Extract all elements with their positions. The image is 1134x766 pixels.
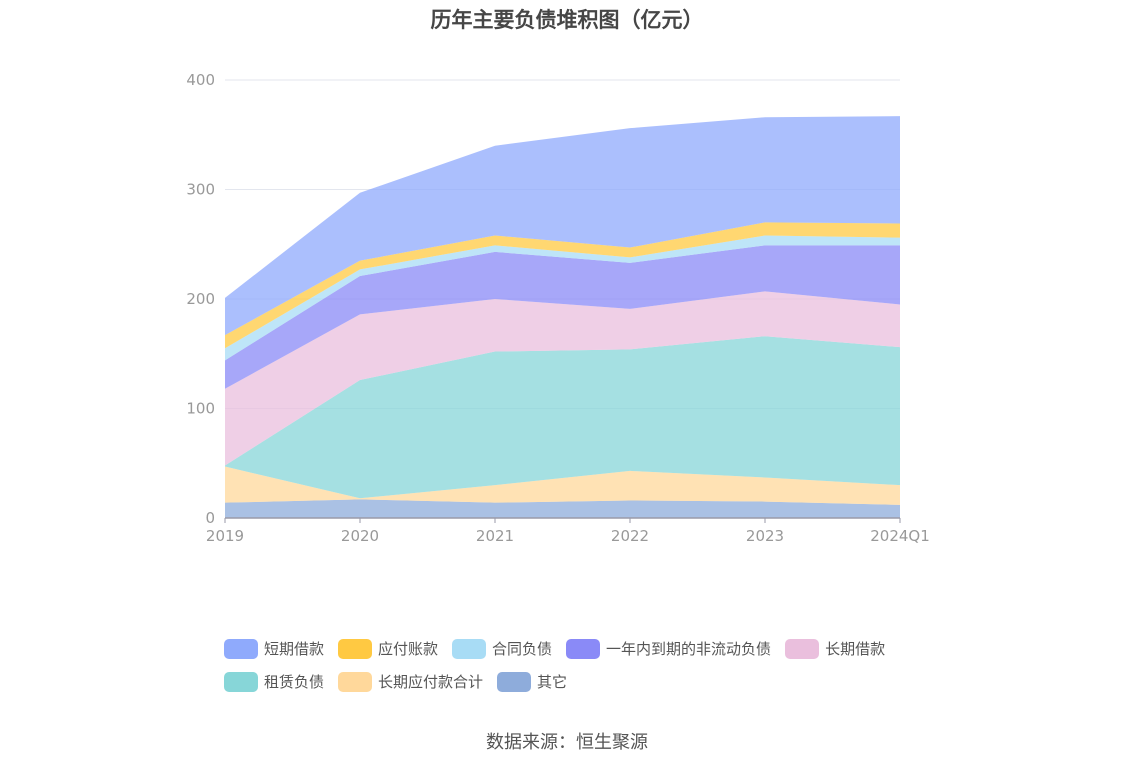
legend-label: 长期应付款合计	[378, 673, 484, 691]
legend-label: 其它	[537, 673, 568, 691]
y-tick-label: 200	[186, 290, 215, 308]
y-tick-label: 100	[186, 400, 215, 418]
legend-label: 租赁负债	[264, 673, 325, 691]
legend-swatch	[566, 638, 601, 659]
area-series-其它[interactable]	[225, 499, 900, 518]
chart-title: 历年主要负债堆积图（亿元）	[430, 8, 704, 32]
legend-item-短期借款[interactable]: 短期借款	[224, 638, 324, 659]
x-tick-label: 2019	[206, 527, 244, 545]
legend-swatch	[224, 638, 258, 659]
legend-label: 一年内到期的非流动负债	[606, 640, 772, 658]
legend-label: 应付账款	[378, 640, 439, 658]
legend-swatch	[338, 638, 373, 659]
y-tick-label: 400	[186, 71, 215, 89]
legend-row: 租赁负债 长期应付款合计 其它	[224, 665, 944, 698]
legend-item-长期应付款合计[interactable]: 长期应付款合计	[338, 671, 483, 692]
axes: 0 100 200 300 400 2019 2020 2021 2022 2023 2024Q1	[186, 71, 929, 545]
legend-item-合同负债[interactable]: 合同负债	[452, 638, 552, 659]
area-series-长期借款[interactable]	[225, 291, 900, 466]
area-series-租赁负债[interactable]	[225, 336, 900, 499]
area-series-应付账款[interactable]	[225, 222, 900, 349]
legend-swatch	[224, 671, 258, 692]
area-series-长期应付款合计[interactable]	[225, 466, 900, 505]
x-tick-label: 2021	[476, 527, 514, 545]
x-tick-label: 2024Q1	[870, 527, 930, 545]
area-series-一年内到期的非流动负债[interactable]	[225, 245, 900, 389]
area-series-短期借款[interactable]	[225, 116, 900, 336]
legend-swatch	[497, 671, 532, 692]
legend-item-应付账款[interactable]: 应付账款	[338, 638, 438, 659]
legend-label: 合同负债	[492, 640, 553, 658]
x-tick-label: 2020	[341, 527, 379, 545]
area-series-合同负债[interactable]	[225, 235, 900, 361]
x-tick-label: 2022	[611, 527, 649, 545]
legend-item-租赁负债[interactable]: 租赁负债	[224, 671, 324, 692]
legend-item-长期借款[interactable]: 长期借款	[785, 638, 885, 659]
legend-row: 短期借款 应付账款 合同负债 一年内到期的非流动负债 长期借款	[224, 632, 944, 665]
legend-swatch	[785, 638, 820, 659]
legend-label: 短期借款	[264, 640, 325, 658]
area-series	[225, 116, 900, 518]
y-tick-label: 300	[186, 181, 215, 199]
legend-swatch	[452, 638, 487, 659]
y-tick-label: 0	[205, 509, 215, 527]
legend-swatch	[338, 671, 373, 692]
legend-item-一年内到期的非流动负债[interactable]: 一年内到期的非流动负债	[566, 638, 771, 659]
legend-label: 长期借款	[825, 640, 886, 658]
data-source: 数据来源：恒生聚源	[486, 732, 648, 753]
stacked-area-chart: 0 100 200 300 400 2019 2020 2021 2022 2023 2024Q1	[186, 71, 929, 545]
legend-item-其它[interactable]: 其它	[497, 671, 567, 692]
x-tick-label: 2023	[746, 527, 784, 545]
legend: 短期借款 应付账款 合同负债 一年内到期的非流动负债 长期借款 租赁负债 长期应付款合计 其…	[224, 632, 944, 698]
